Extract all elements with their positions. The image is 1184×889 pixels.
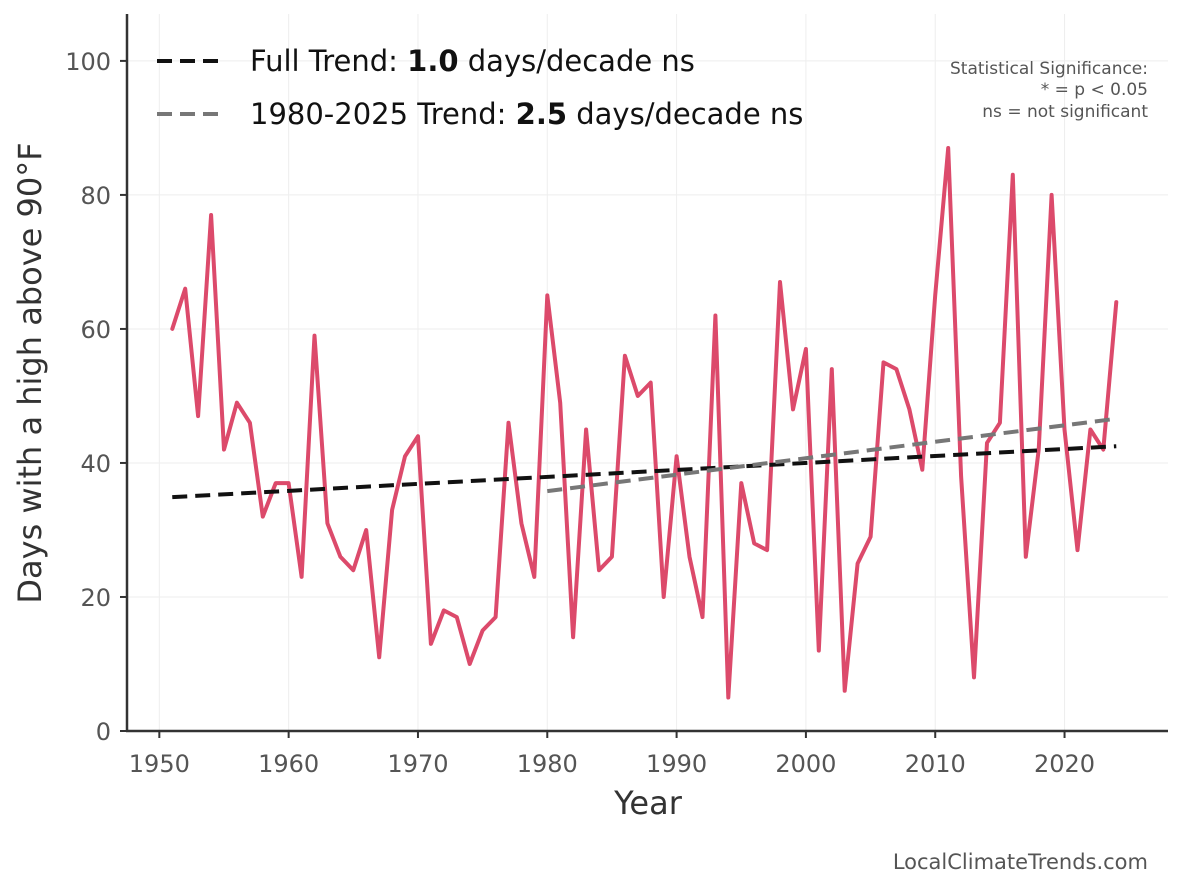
- legend-prefix: 1980-2025 Trend:: [250, 97, 516, 131]
- ticks: 0 20 40 60 80 100 1950 1960 1970 1980 1990 2000 2010…: [65, 48, 1095, 778]
- significance-ns: ns = not significant: [982, 102, 1148, 122]
- series-line: [170, 146, 1119, 700]
- y-tick-label: 60: [80, 316, 111, 344]
- x-tick-label: 2010: [905, 750, 966, 778]
- legend-prefix: Full Trend:: [250, 44, 407, 78]
- legend-value: 1.0: [407, 44, 458, 78]
- grid: [127, 14, 1168, 732]
- x-axis-title: Year: [613, 784, 683, 822]
- x-tick-label: 2020: [1034, 750, 1095, 778]
- significance-p: * = p < 0.05: [1041, 80, 1148, 100]
- x-tick-label: 1960: [258, 750, 319, 778]
- x-tick-label: 2000: [775, 750, 836, 778]
- legend-suffix: days/decade ns: [459, 44, 695, 78]
- legend: Full Trend: 1.0 days/decade ns1980-2025 …: [157, 44, 803, 131]
- y-tick-label: 20: [80, 584, 111, 612]
- axes: [125, 14, 1168, 733]
- x-tick-label: 1980: [517, 750, 578, 778]
- y-tick-label: 80: [80, 182, 111, 210]
- y-tick-label: 100: [65, 48, 111, 76]
- y-tick-label: 0: [96, 718, 111, 746]
- full-trend-line: [172, 444, 1117, 500]
- x-tick-label: 1950: [129, 750, 190, 778]
- plot-area: [170, 146, 1119, 700]
- legend-full-trend-label: Full Trend: 1.0 days/decade ns: [250, 44, 695, 78]
- legend-value: 2.5: [516, 97, 567, 131]
- y-tick-label: 40: [80, 450, 111, 478]
- x-tick-label: 1990: [646, 750, 707, 778]
- credit: LocalClimateTrends.com: [893, 850, 1148, 874]
- legend-recent-trend-label: 1980-2025 Trend: 2.5 days/decade ns: [250, 97, 803, 131]
- significance-title: Statistical Significance:: [950, 59, 1148, 79]
- y-axis-title: Days with a high above 90°F: [11, 142, 49, 603]
- recent-trend-line: [547, 416, 1117, 494]
- x-tick-label: 1970: [387, 750, 448, 778]
- legend-suffix: days/decade ns: [567, 97, 803, 131]
